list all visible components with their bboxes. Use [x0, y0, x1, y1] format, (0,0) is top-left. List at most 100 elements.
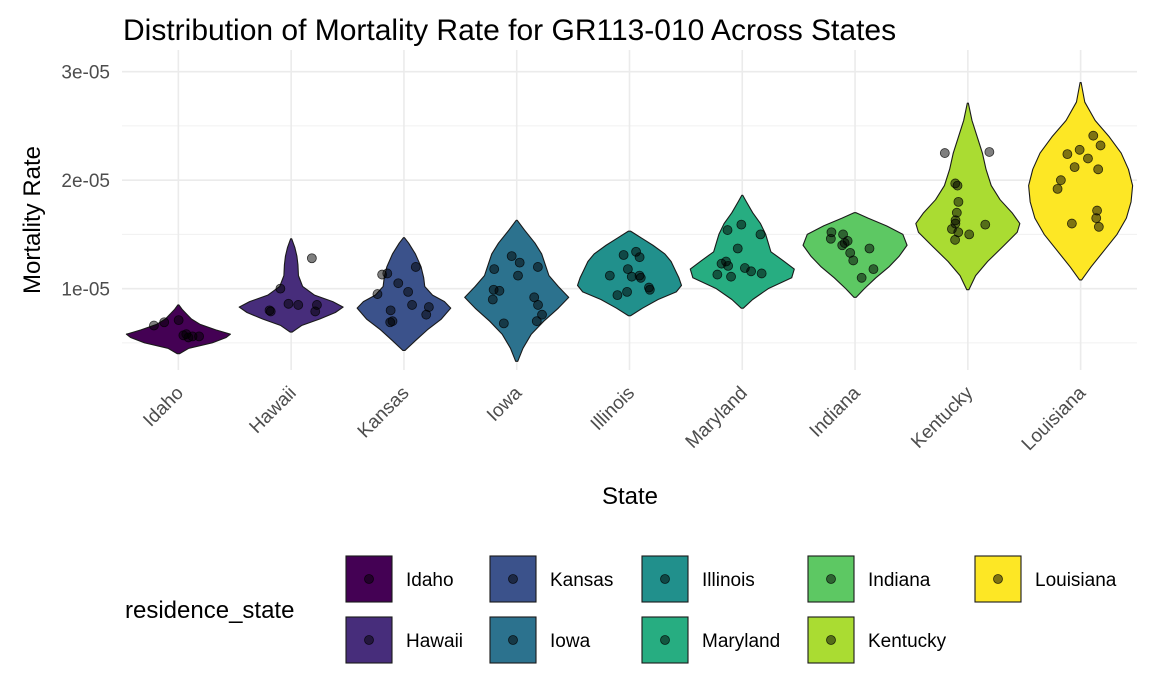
- data-point-iowa: [532, 262, 543, 272]
- legend-label: Louisiana: [1035, 570, 1117, 591]
- legend-key-point: [508, 635, 518, 645]
- violin-indiana: [802, 212, 908, 298]
- data-point-louisiana: [1062, 149, 1073, 160]
- data-point-indiana: [839, 238, 850, 248]
- data-point-indiana: [848, 255, 859, 266]
- data-points: [149, 130, 1106, 343]
- data-point-louisiana: [1066, 218, 1077, 229]
- violin-hawaii: [238, 238, 344, 333]
- data-point-kansas: [385, 317, 396, 328]
- violin-maryland: [689, 194, 795, 309]
- data-point-louisiana: [1069, 162, 1080, 173]
- y-axis-ticks: 1e-05 2e-05 3e-05: [61, 63, 110, 301]
- data-point-iowa: [514, 257, 525, 268]
- data-point-kentucky: [939, 148, 950, 158]
- data-point-iowa: [531, 316, 542, 327]
- data-point-maryland: [726, 271, 736, 282]
- data-point-iowa: [533, 300, 543, 310]
- legend-item-louisiana: Louisiana: [974, 555, 1117, 603]
- data-point-louisiana: [1074, 144, 1085, 155]
- legend-label: Hawaii: [406, 631, 463, 652]
- data-point-maryland: [716, 258, 727, 269]
- legend-key-point: [364, 635, 374, 645]
- data-point-idaho: [181, 329, 192, 340]
- legend-label: Indiana: [868, 570, 931, 591]
- data-point-iowa: [489, 264, 500, 275]
- data-point-illinois: [622, 264, 633, 275]
- legend-key-point: [826, 574, 836, 584]
- data-point-louisiana: [1088, 130, 1099, 141]
- data-point-kentucky: [964, 229, 975, 240]
- data-point-iowa: [537, 309, 547, 320]
- y-axis-title: Mortality Rate: [19, 146, 46, 294]
- data-point-kentucky: [984, 147, 995, 157]
- data-point-kentucky: [952, 180, 963, 191]
- legend-item-indiana: Indiana: [807, 555, 931, 603]
- data-point-louisiana: [1052, 183, 1063, 194]
- data-point-indiana: [825, 233, 836, 244]
- data-point-maryland: [712, 269, 723, 280]
- data-point-iowa: [498, 318, 509, 329]
- legend-title: residence_state: [125, 597, 294, 624]
- legend-key: [641, 616, 689, 664]
- data-point-indiana: [856, 272, 867, 283]
- violin-iowa: [464, 219, 570, 362]
- x-tick-label: Hawaii: [246, 383, 301, 438]
- data-point-louisiana: [1095, 140, 1106, 151]
- x-tick-label: Maryland: [682, 383, 752, 453]
- data-point-indiana: [868, 264, 879, 275]
- data-point-illinois: [626, 271, 637, 282]
- legend-key-point: [993, 574, 1003, 584]
- legend-label: Maryland: [702, 631, 780, 652]
- legend-key-point: [660, 635, 670, 645]
- x-tick-label: Illinois: [587, 383, 639, 435]
- legend-item-iowa: Iowa: [489, 616, 591, 664]
- data-point-idaho: [194, 331, 204, 342]
- data-point-hawaii: [310, 306, 321, 317]
- data-point-kansas: [382, 268, 393, 279]
- violin-kentucky: [915, 102, 1021, 291]
- x-tick-label: Iowa: [483, 382, 527, 426]
- data-point-iowa: [494, 285, 505, 296]
- legend-item-illinois: Illinois: [641, 555, 755, 603]
- data-point-louisiana: [1083, 153, 1093, 164]
- y-tick-label: 1e-05: [61, 280, 110, 301]
- data-point-idaho: [173, 315, 184, 326]
- data-point-maryland: [722, 225, 733, 235]
- violin-idaho: [125, 304, 231, 355]
- data-point-louisiana: [1093, 221, 1104, 232]
- data-point-iowa: [513, 270, 523, 281]
- data-point-kansas: [372, 289, 383, 299]
- legend-key-point: [508, 574, 518, 584]
- x-tick-label: Idaho: [139, 383, 187, 431]
- x-tick-label: Kentucky: [907, 382, 977, 452]
- legend-key-point: [364, 574, 374, 584]
- x-tick-label: Indiana: [806, 382, 865, 441]
- data-point-illinois: [618, 250, 629, 260]
- data-point-illinois: [644, 284, 655, 295]
- data-point-kansas: [385, 305, 396, 316]
- data-point-illinois: [622, 286, 632, 297]
- legend-label: Iowa: [550, 631, 591, 652]
- legend-key-point: [826, 635, 836, 645]
- legend-key-point: [660, 574, 670, 584]
- legend-item-hawaii: Hawaii: [345, 616, 463, 664]
- data-point-illinois: [604, 270, 615, 281]
- data-point-hawaii: [306, 253, 317, 264]
- legend-label: Kentucky: [868, 631, 947, 652]
- data-point-louisiana: [1055, 175, 1066, 186]
- data-point-iowa: [506, 251, 517, 262]
- data-point-maryland: [746, 266, 756, 277]
- legend-label: Idaho: [406, 570, 454, 591]
- violin-louisiana: [1028, 81, 1134, 281]
- data-point-kansas: [403, 286, 414, 297]
- legend: residence_state Idaho Hawaii Kansas Iowa Ill…: [125, 555, 1117, 664]
- data-point-illinois: [612, 290, 623, 301]
- data-point-kansas: [410, 262, 421, 272]
- legend-label: Kansas: [550, 570, 613, 591]
- legend-item-kansas: Kansas: [489, 555, 613, 603]
- legend-items: Idaho Hawaii Kansas Iowa Illinois Maryland Ind…: [345, 555, 1117, 664]
- data-point-louisiana: [1093, 164, 1104, 175]
- data-point-kansas: [393, 278, 404, 289]
- data-point-hawaii: [293, 300, 304, 310]
